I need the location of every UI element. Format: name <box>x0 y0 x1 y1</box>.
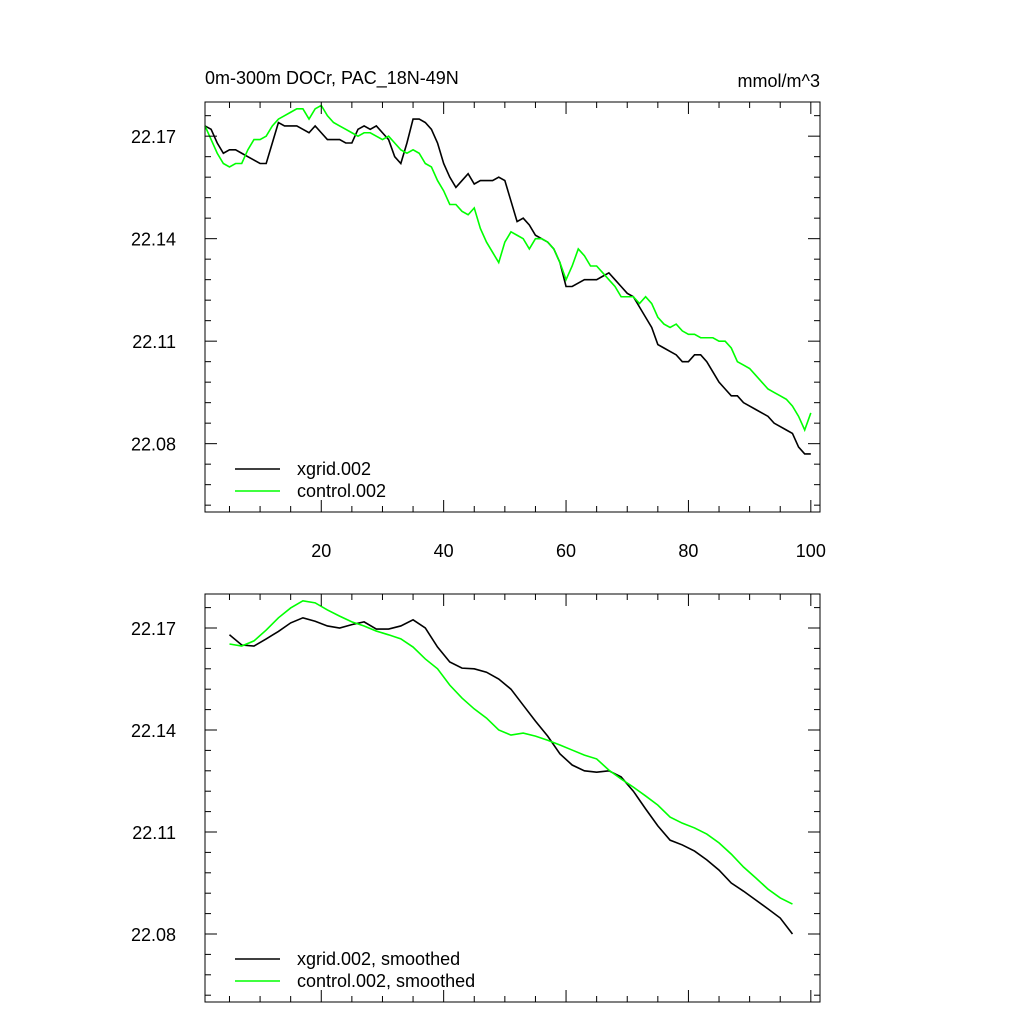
plot-frame <box>204 101 821 513</box>
x-tick-label: 20 <box>311 541 331 561</box>
data-line <box>228 616 794 935</box>
y-tick-label: 22.14 <box>131 721 176 741</box>
plot-frame <box>204 593 821 1003</box>
data-line <box>229 599 793 905</box>
x-tick-label: 100 <box>796 541 826 561</box>
y-tick-label: 22.17 <box>131 127 176 147</box>
y-tick-label: 22.08 <box>131 925 176 945</box>
y-tick-label: 22.11 <box>132 332 176 352</box>
legend-label: control.002 <box>297 481 386 501</box>
legend-label: xgrid.002, smoothed <box>297 949 460 969</box>
units-label: mmol/m^3 <box>738 71 820 91</box>
data-line <box>204 104 812 433</box>
chart-title: 0m-300m DOCr, PAC_18N-49N <box>205 68 459 89</box>
x-tick-label: 80 <box>678 541 698 561</box>
x-tick-label: 40 <box>434 541 454 561</box>
y-tick-label: 22.08 <box>131 435 176 455</box>
x-tick-label: 60 <box>556 541 576 561</box>
y-tick-label: 22.14 <box>131 230 176 250</box>
y-tick-label: 22.17 <box>131 619 176 639</box>
legend-label: xgrid.002 <box>297 459 371 479</box>
y-tick-label: 22.11 <box>132 823 176 843</box>
data-line <box>204 118 811 455</box>
legend-label: control.002, smoothed <box>297 971 475 991</box>
